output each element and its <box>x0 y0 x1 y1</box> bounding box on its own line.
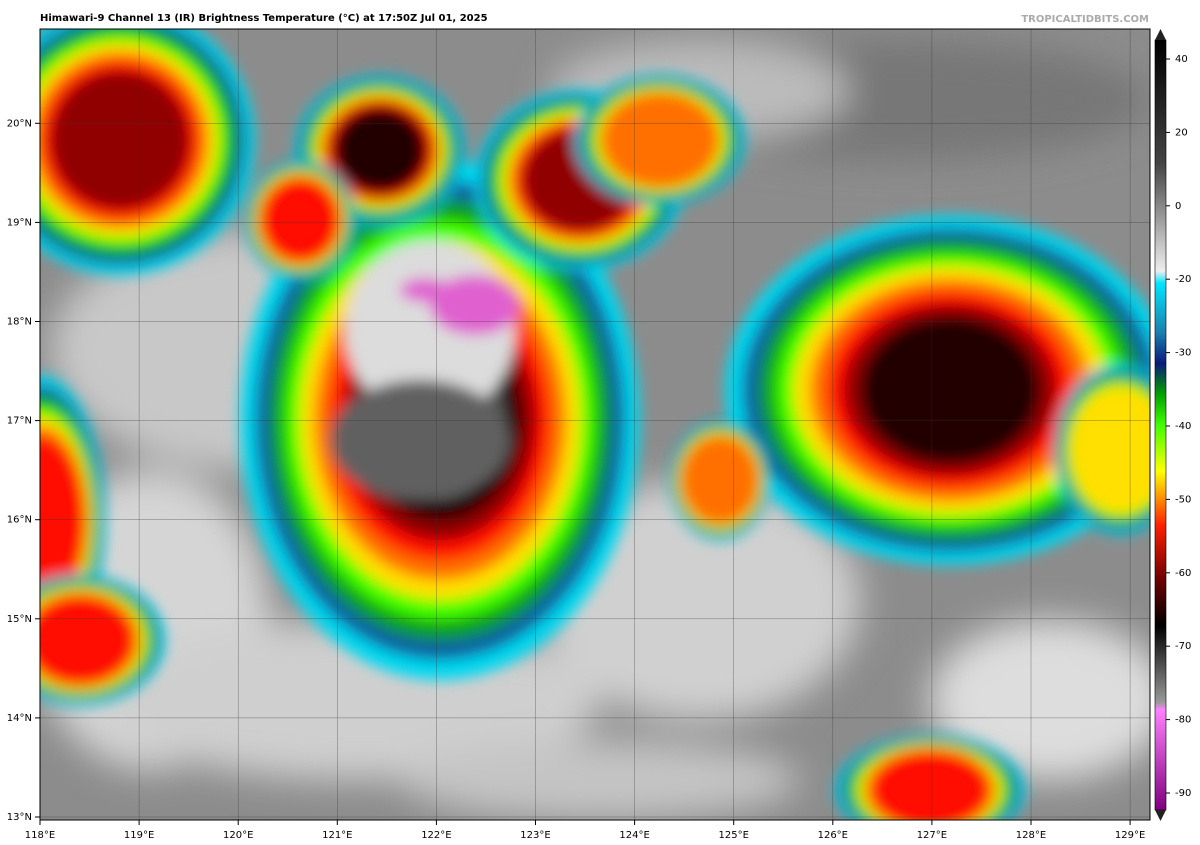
lon-label: 119°E <box>124 830 154 841</box>
colorbar-label: -40 <box>1175 421 1191 432</box>
lat-label: 13°N <box>7 812 32 823</box>
lon-label: 120°E <box>223 830 253 841</box>
cloud-top <box>680 434 760 526</box>
cloud-patch <box>540 480 860 720</box>
cloud-top <box>260 177 340 263</box>
cloud-patch <box>400 740 800 820</box>
lat-label: 18°N <box>7 317 32 328</box>
cloud-top <box>50 70 190 210</box>
colorbar-label: -50 <box>1175 494 1191 505</box>
cloud-top <box>335 109 425 191</box>
lon-label: 121°E <box>322 830 352 841</box>
colorbar-label: 40 <box>1175 54 1188 65</box>
lon-label: 127°E <box>917 830 947 841</box>
cloud-top <box>1068 385 1150 515</box>
lat-label: 17°N <box>7 416 32 427</box>
overshoot <box>400 278 450 302</box>
colorbar-label: -30 <box>1175 348 1191 359</box>
colorbar-label: -80 <box>1175 715 1191 726</box>
colorbar-label: -90 <box>1175 788 1191 799</box>
cloud-top <box>40 436 85 604</box>
cloud-patch <box>930 620 1150 780</box>
overshoot <box>430 275 520 335</box>
lat-label: 16°N <box>7 515 32 526</box>
lon-label: 123°E <box>520 830 550 841</box>
lon-label: 129°E <box>1115 830 1145 841</box>
lat-label: 19°N <box>7 217 32 228</box>
lat-label: 15°N <box>7 614 32 625</box>
source-watermark: TROPICALTIDBITS.COM <box>1021 14 1149 25</box>
lon-label: 118°E <box>25 830 55 841</box>
lon-label: 125°E <box>718 830 748 841</box>
colorbar-label: 20 <box>1175 127 1188 138</box>
cold-core <box>330 380 510 500</box>
lat-label: 14°N <box>7 713 32 724</box>
colorbar <box>1154 39 1167 811</box>
lat-label: 20°N <box>7 118 32 129</box>
map-frame <box>39 28 1151 821</box>
lon-label: 128°E <box>1016 830 1046 841</box>
graticule <box>40 29 1150 820</box>
colorbar-label: -70 <box>1175 641 1191 652</box>
lon-label: 124°E <box>619 830 649 841</box>
lon-label: 122°E <box>421 830 451 841</box>
cloud-top <box>600 92 720 188</box>
colorbar-label: -20 <box>1175 274 1191 285</box>
cloud-top <box>870 750 990 820</box>
colorbar-label: 0 <box>1175 201 1181 212</box>
title: Himawari-9 Channel 13 (IR) Brightness Te… <box>40 13 488 24</box>
cloud-imagery <box>40 29 1150 820</box>
colorbar-label: -60 <box>1175 568 1191 579</box>
cloud-top <box>40 595 135 685</box>
lon-label: 126°E <box>818 830 848 841</box>
cloud-top <box>861 317 1039 463</box>
